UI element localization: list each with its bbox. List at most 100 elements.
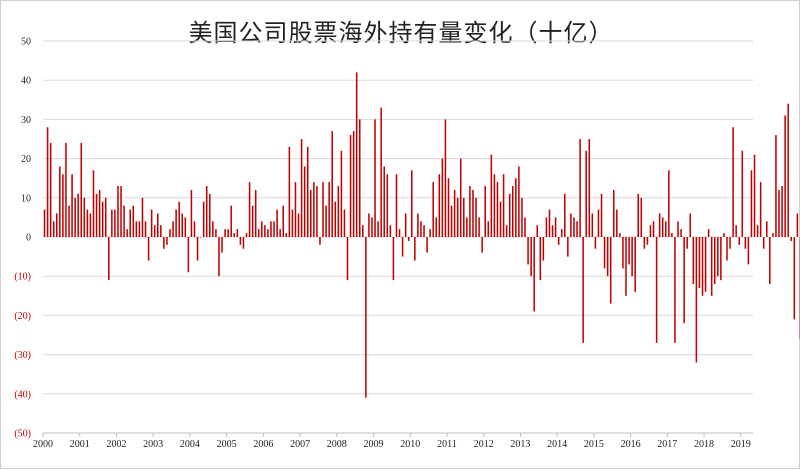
bar <box>533 237 535 311</box>
bar <box>206 186 208 237</box>
bar <box>598 210 600 237</box>
bar <box>690 213 692 237</box>
bar <box>708 229 710 237</box>
bar <box>622 237 624 268</box>
bar <box>218 237 220 276</box>
x-tick-label: 2013 <box>510 439 530 450</box>
bar <box>478 217 480 237</box>
bar <box>659 213 661 237</box>
bar <box>610 237 612 304</box>
bar <box>751 170 753 237</box>
bar <box>634 237 636 292</box>
bar <box>279 229 281 237</box>
bar <box>457 198 459 237</box>
bar <box>212 221 214 237</box>
bar <box>169 229 171 237</box>
bar <box>53 221 55 237</box>
bar <box>625 237 627 296</box>
bar <box>240 237 242 245</box>
bar <box>178 202 180 237</box>
bar <box>166 237 168 245</box>
bar <box>699 237 701 288</box>
bar <box>500 202 502 237</box>
bar <box>579 139 581 237</box>
bar <box>432 182 434 237</box>
bar <box>172 221 174 237</box>
bar <box>570 213 572 237</box>
bar <box>674 237 676 343</box>
bar <box>185 217 187 237</box>
bar <box>215 229 217 237</box>
bar <box>267 229 269 237</box>
bar <box>411 170 413 237</box>
bar <box>696 237 698 362</box>
bar <box>402 237 404 257</box>
bar <box>797 213 799 237</box>
bar <box>383 166 385 237</box>
bar <box>552 225 554 237</box>
bar <box>191 190 193 237</box>
bar <box>729 237 731 249</box>
bar <box>117 186 119 237</box>
bar <box>408 237 410 241</box>
x-tick-label: 2019 <box>731 439 751 450</box>
bar <box>503 174 505 237</box>
bar <box>775 135 777 237</box>
bar <box>365 237 367 398</box>
bar <box>387 174 389 237</box>
bar <box>264 225 266 237</box>
bar <box>114 210 116 237</box>
x-tick-label: 2000 <box>33 439 53 450</box>
bar <box>772 233 774 237</box>
bar <box>221 237 223 253</box>
x-tick-label: 2001 <box>70 439 90 450</box>
bar <box>748 237 750 264</box>
bar <box>763 237 765 249</box>
bar <box>595 237 597 249</box>
bar <box>442 159 444 237</box>
bar <box>56 213 58 237</box>
bar <box>702 237 704 296</box>
bar <box>123 206 125 237</box>
bar <box>509 194 511 237</box>
bar <box>197 237 199 261</box>
bar <box>423 225 425 237</box>
bar <box>120 186 122 237</box>
bar <box>322 182 324 237</box>
bar-series <box>44 72 800 397</box>
bar <box>518 166 520 237</box>
bar <box>567 237 569 257</box>
bar <box>466 217 468 237</box>
y-tick-label: 30 <box>21 115 31 126</box>
bar <box>359 119 361 237</box>
x-tick-label: 2002 <box>106 439 126 450</box>
x-tick-label: 2012 <box>474 439 494 450</box>
bar <box>347 237 349 280</box>
bar <box>255 190 257 237</box>
bar <box>512 186 514 237</box>
x-tick-label: 2018 <box>694 439 714 450</box>
bar <box>644 237 646 249</box>
y-tick-label: (40) <box>14 389 31 400</box>
bar <box>475 198 477 237</box>
bar <box>194 221 196 237</box>
y-tick-label: (50) <box>14 429 31 440</box>
bar <box>344 210 346 237</box>
bar <box>536 225 538 237</box>
bar <box>368 213 370 237</box>
bar <box>631 237 633 276</box>
bar <box>668 170 670 237</box>
bar <box>521 198 523 237</box>
bar <box>435 217 437 237</box>
bar <box>720 237 722 280</box>
bar <box>601 194 603 237</box>
y-tick-label: (30) <box>14 350 31 361</box>
x-tick-label: 2010 <box>400 439 420 450</box>
bar <box>252 206 254 237</box>
bar <box>160 225 162 237</box>
bar <box>157 213 159 237</box>
y-tick-label: (20) <box>14 311 31 322</box>
bar <box>44 210 46 237</box>
